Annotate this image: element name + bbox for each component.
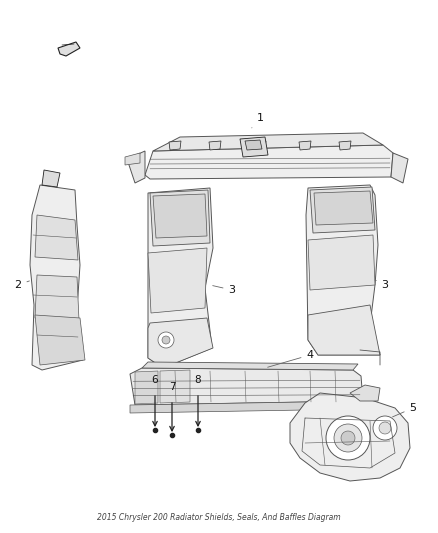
Circle shape (158, 332, 174, 348)
Polygon shape (130, 368, 363, 405)
Polygon shape (127, 151, 145, 183)
Polygon shape (310, 187, 375, 233)
Polygon shape (306, 185, 380, 355)
Text: 2015 Chrysler 200 Radiator Shields, Seals, And Baffles Diagram: 2015 Chrysler 200 Radiator Shields, Seal… (97, 513, 341, 522)
Polygon shape (299, 141, 311, 150)
Text: 6: 6 (152, 375, 158, 385)
Polygon shape (339, 141, 351, 150)
Circle shape (334, 424, 362, 452)
Circle shape (326, 416, 370, 460)
Polygon shape (160, 370, 190, 403)
Text: 3: 3 (213, 285, 236, 295)
Circle shape (341, 431, 355, 445)
Polygon shape (350, 385, 380, 401)
Polygon shape (125, 153, 140, 165)
Polygon shape (35, 275, 79, 320)
Polygon shape (148, 318, 213, 368)
Text: 4: 4 (268, 350, 314, 367)
Polygon shape (245, 140, 262, 150)
Polygon shape (150, 190, 210, 246)
Polygon shape (153, 194, 207, 238)
Polygon shape (169, 141, 181, 150)
Circle shape (162, 336, 170, 344)
Text: 8: 8 (194, 375, 201, 385)
Polygon shape (209, 141, 221, 150)
Polygon shape (130, 401, 363, 413)
Polygon shape (148, 248, 207, 313)
Polygon shape (308, 305, 380, 355)
Polygon shape (145, 145, 393, 179)
Text: 5: 5 (392, 403, 417, 417)
Polygon shape (254, 141, 266, 150)
Polygon shape (142, 362, 358, 370)
Polygon shape (135, 371, 158, 404)
Polygon shape (290, 393, 410, 481)
Text: 1: 1 (252, 113, 264, 128)
Polygon shape (148, 188, 213, 368)
Polygon shape (35, 315, 85, 365)
Polygon shape (42, 170, 60, 187)
Text: 3: 3 (375, 280, 389, 290)
Text: 2: 2 (14, 280, 29, 290)
Polygon shape (391, 153, 408, 183)
Polygon shape (30, 185, 83, 370)
Circle shape (379, 422, 391, 434)
Text: 7: 7 (169, 382, 175, 392)
Polygon shape (153, 133, 383, 151)
Polygon shape (240, 137, 268, 157)
Polygon shape (308, 235, 375, 290)
Circle shape (373, 416, 397, 440)
Polygon shape (314, 191, 373, 225)
Polygon shape (58, 42, 80, 56)
Polygon shape (35, 215, 78, 260)
